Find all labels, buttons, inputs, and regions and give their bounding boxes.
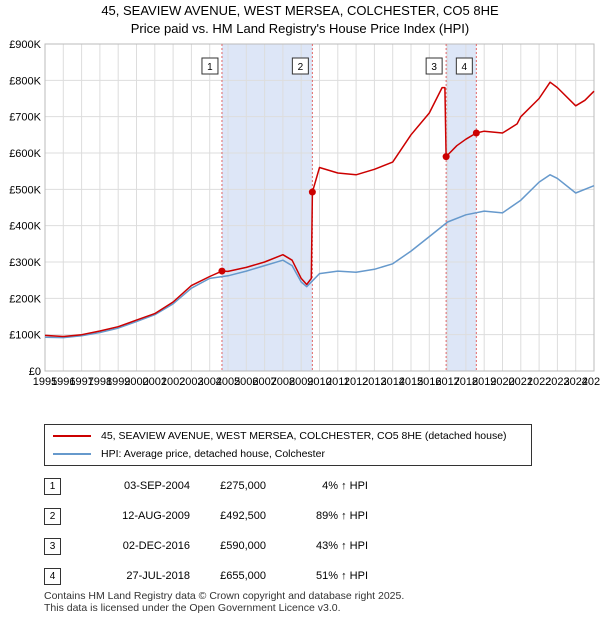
x-tick-label: 2023	[545, 376, 569, 388]
sale-hpi-change: 43% ↑ HPI	[316, 540, 368, 552]
x-tick-label: 1998	[88, 376, 112, 388]
x-tick-label: 2010	[307, 376, 331, 388]
table-row: 1 03-SEP-2004 £275,000 4% ↑ HPI	[44, 478, 564, 496]
sale-price: £590,000	[220, 540, 266, 552]
y-tick-label: £300K	[9, 257, 41, 269]
sale-number-badge: 1	[44, 478, 61, 495]
x-tick-label: 2001	[143, 376, 167, 388]
x-tick-label: 2016	[417, 376, 441, 388]
sale-date: 12-AUG-2009	[122, 510, 190, 522]
chart-subtitle: Price paid vs. HM Land Registry's House …	[130, 21, 470, 36]
y-tick-label: £900K	[9, 39, 41, 51]
chart-title: 45, SEAVIEW AVENUE, WEST MERSEA, COLCHES…	[101, 3, 499, 18]
sale-date: 27-JUL-2018	[126, 570, 190, 582]
sale-point-3	[442, 153, 450, 161]
plot-frame	[44, 43, 595, 372]
shaded-range-1	[221, 44, 313, 371]
x-tick-label: 2006	[234, 376, 258, 388]
x-tick-label: 2022	[527, 376, 551, 388]
x-tick-label: 2024	[563, 376, 587, 388]
x-tick-label: 2004	[197, 376, 221, 388]
x-tick-label: 2017	[435, 376, 459, 388]
property-price-line	[44, 81, 595, 338]
x-tick-label: 1999	[106, 376, 130, 388]
footer-line-1: Contains HM Land Registry data © Crown c…	[44, 590, 405, 602]
legend-label-property: 45, SEAVIEW AVENUE, WEST MERSEA, COLCHES…	[101, 430, 507, 442]
x-tick-label: 2013	[362, 376, 386, 388]
legend-swatch-property	[53, 435, 91, 437]
shaded-range-2	[446, 44, 477, 371]
sale-number-badge: 2	[44, 508, 61, 525]
sale-hpi-change: 51% ↑ HPI	[316, 570, 368, 582]
legend-swatch-hpi	[53, 453, 91, 455]
sale-date: 03-SEP-2004	[123, 480, 190, 492]
sale-date: 02-DEC-2016	[122, 540, 190, 552]
y-tick-label: £100K	[9, 330, 41, 342]
x-tick-label: 2008	[271, 376, 295, 388]
sale-label-text-4: 4	[462, 62, 468, 73]
sale-point-4	[472, 129, 480, 137]
x-tick-label: 2003	[179, 376, 203, 388]
sale-number-badge: 3	[44, 538, 61, 555]
sale-label-text-2: 2	[298, 62, 304, 73]
x-tick-label: 2014	[380, 376, 404, 388]
sale-number-badge: 4	[44, 568, 61, 585]
y-tick-label: £400K	[9, 221, 41, 233]
x-tick-label: 2011	[326, 376, 350, 388]
y-tick-label: £200K	[9, 293, 41, 305]
sale-hpi-change: 89% ↑ HPI	[316, 510, 368, 522]
sale-point-2	[308, 188, 316, 196]
x-tick-label: 1997	[69, 376, 93, 388]
legend-item-property: 45, SEAVIEW AVENUE, WEST MERSEA, COLCHES…	[53, 428, 507, 444]
sale-label-box-1	[201, 57, 219, 75]
y-tick-label: £500K	[9, 184, 41, 196]
x-tick-label: 1995	[33, 376, 57, 388]
footer-attribution: Contains HM Land Registry data © Crown c…	[44, 590, 404, 614]
y-tick-label: £0	[29, 366, 41, 378]
table-row: 3 02-DEC-2016 £590,000 43% ↑ HPI	[44, 538, 564, 556]
sale-price: £492,500	[220, 510, 266, 522]
sale-price: £655,000	[220, 570, 266, 582]
y-tick-label: £600K	[9, 148, 41, 160]
sale-point-1	[218, 267, 226, 275]
x-tick-label: 2005	[216, 376, 240, 388]
x-tick-label: 2018	[454, 376, 478, 388]
hpi-line	[44, 174, 595, 339]
footer-line-2: This data is licensed under the Open Gov…	[44, 602, 341, 614]
x-tick-label: 2007	[252, 376, 276, 388]
sale-label-box-3	[425, 57, 443, 75]
legend: 45, SEAVIEW AVENUE, WEST MERSEA, COLCHES…	[44, 424, 532, 466]
sale-label-box-4	[455, 57, 473, 75]
sale-label-text-3: 3	[431, 62, 437, 73]
sale-hpi-change: 4% ↑ HPI	[322, 480, 368, 492]
x-tick-label: 2009	[289, 376, 313, 388]
y-tick-label: £700K	[9, 112, 41, 124]
x-tick-label: 2019	[472, 376, 496, 388]
x-tick-label: 2020	[490, 376, 514, 388]
x-tick-label: 2012	[344, 376, 368, 388]
sale-label-text-1: 1	[207, 62, 213, 73]
sale-price: £275,000	[220, 480, 266, 492]
table-row: 2 12-AUG-2009 £492,500 89% ↑ HPI	[44, 508, 564, 526]
y-tick-label: £800K	[9, 75, 41, 87]
price-chart: 1 2 3 4 £0 £100K £200K £300K £400K £500K £600K £700…	[9, 39, 600, 388]
table-row: 4 27-JUL-2018 £655,000 51% ↑ HPI	[44, 568, 564, 586]
x-tick-label: 2021	[509, 376, 533, 388]
x-tick-label: 2000	[124, 376, 148, 388]
x-tick-label: 1996	[51, 376, 75, 388]
sale-label-box-2	[291, 57, 309, 75]
legend-item-hpi: HPI: Average price, detached house, Colc…	[53, 446, 325, 462]
legend-label-hpi: HPI: Average price, detached house, Colc…	[101, 448, 325, 460]
x-tick-label: 2025	[582, 376, 600, 388]
x-tick-label: 2002	[161, 376, 185, 388]
x-tick-label: 2015	[399, 376, 423, 388]
